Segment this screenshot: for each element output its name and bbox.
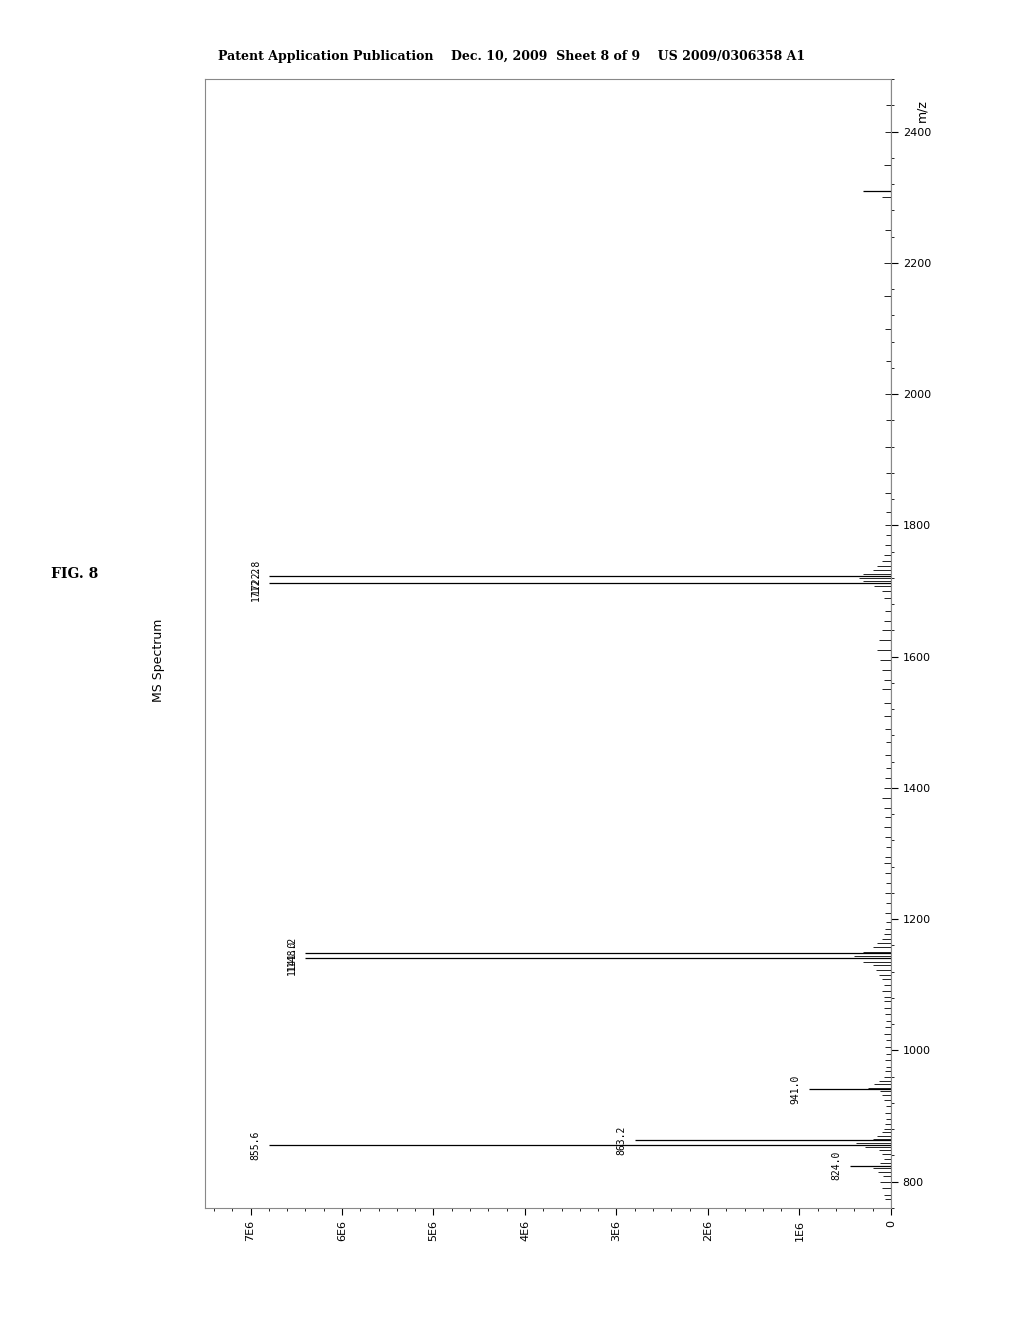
Text: 1141.0: 1141.0 — [287, 940, 297, 975]
Text: 855.6: 855.6 — [251, 1130, 260, 1160]
Text: MS Spectrum: MS Spectrum — [153, 618, 165, 702]
Text: 941.0: 941.0 — [791, 1074, 800, 1104]
Text: 863.2: 863.2 — [616, 1126, 627, 1155]
Text: 824.0: 824.0 — [831, 1151, 842, 1180]
Text: Patent Application Publication    Dec. 10, 2009  Sheet 8 of 9    US 2009/0306358: Patent Application Publication Dec. 10, … — [218, 50, 806, 63]
Text: 1722.8: 1722.8 — [251, 558, 260, 594]
Text: 1712.2: 1712.2 — [251, 565, 260, 601]
Text: FIG. 8: FIG. 8 — [51, 568, 98, 581]
Text: 1148.2: 1148.2 — [287, 936, 297, 970]
Text: m/z: m/z — [915, 99, 929, 121]
